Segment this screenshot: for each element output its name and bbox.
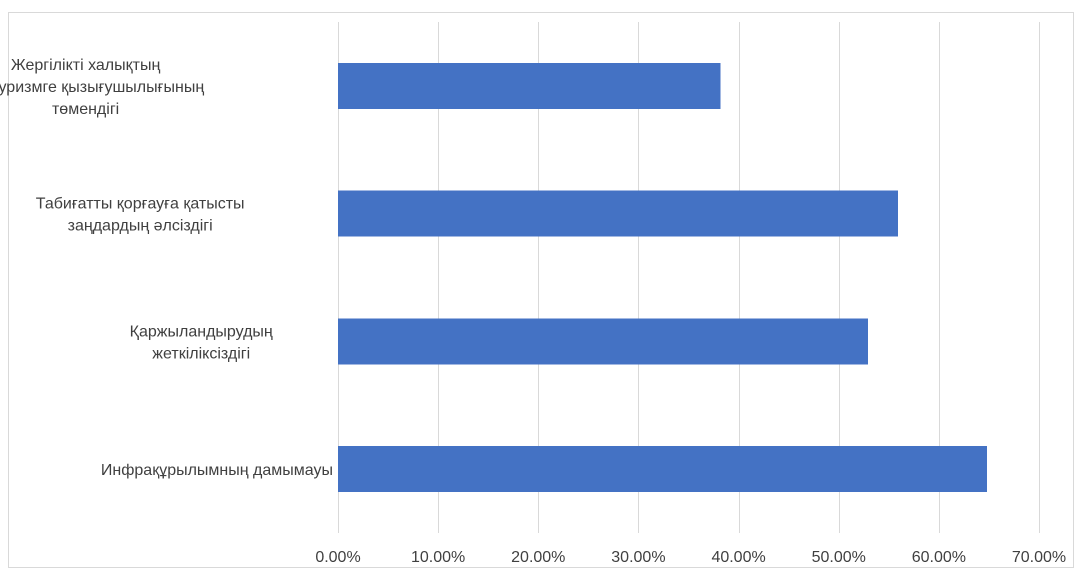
category-labels: Жергілікті халықтыңэкотуризмге қызығушыл… — [0, 57, 333, 479]
category-label: Табиғатты қорғауға қатысты заңдардың әлсі… — [36, 196, 245, 235]
category-label: Жергілікті халықтыңэкотуризмге қызығушыл… — [0, 57, 204, 118]
x-tick-label: 0.00% — [315, 549, 360, 566]
bars — [338, 62, 987, 493]
bar — [338, 318, 868, 365]
category-label: Инфрақұрылымның дамымауы — [101, 462, 333, 479]
x-tick-label: 70.00% — [1012, 549, 1066, 566]
category-label: Қаржыландырудың жеткіліксіздігі — [130, 323, 273, 362]
x-tick-label: 50.00% — [812, 549, 866, 566]
x-tick-label: 20.00% — [511, 549, 565, 566]
bar — [338, 190, 898, 237]
bar — [338, 62, 721, 109]
x-tick-label: 10.00% — [411, 549, 465, 566]
x-tick-label: 40.00% — [711, 549, 765, 566]
bar — [338, 446, 987, 493]
x-tick-label: 60.00% — [912, 549, 966, 566]
x-axis-tick-labels: 0.00% 10.00% 20.00% 30.00% 40.00% 50.00% 60.00… — [315, 549, 1066, 566]
x-tick-label: 30.00% — [611, 549, 665, 566]
